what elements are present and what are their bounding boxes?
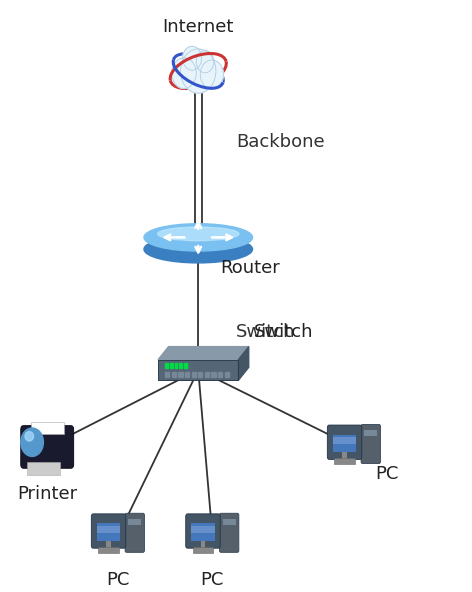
Circle shape [183,46,202,70]
Bar [192,526,214,533]
FancyBboxPatch shape [21,426,74,468]
Text: Switch: Switch [236,323,295,340]
Bar [205,372,209,377]
Bar [225,372,229,377]
FancyBboxPatch shape [158,359,238,381]
Circle shape [172,58,196,89]
Bar [192,372,196,377]
Bar [172,372,176,377]
Bar [333,435,356,452]
Bar [333,437,356,444]
Circle shape [196,50,214,73]
Bar [170,363,173,368]
Bar [165,372,169,377]
FancyBboxPatch shape [361,424,380,464]
Circle shape [181,49,216,93]
Ellipse shape [144,224,253,251]
Ellipse shape [25,432,34,441]
Text: Internet: Internet [162,18,234,36]
Bar [184,363,187,368]
Text: PC: PC [106,571,130,589]
Bar [223,519,236,525]
FancyBboxPatch shape [328,425,362,459]
Bar [192,523,214,541]
Bar [178,372,183,377]
Text: PC: PC [201,571,224,589]
Circle shape [200,60,223,89]
Bar [179,363,182,368]
Bar [218,372,222,377]
Bar [198,372,202,377]
Text: PC: PC [375,465,399,482]
Bar [97,526,120,533]
Polygon shape [238,346,249,381]
Bar [342,451,347,459]
Bar [97,523,120,541]
Text: Router: Router [220,259,280,276]
FancyBboxPatch shape [185,514,220,548]
Ellipse shape [158,227,239,241]
Bar [31,422,64,434]
Bar [201,540,205,548]
Bar [106,540,111,548]
Bar [98,547,119,553]
Bar [128,519,141,525]
Ellipse shape [21,428,43,456]
Ellipse shape [144,236,253,263]
Bar [158,360,238,381]
FancyBboxPatch shape [219,513,239,552]
Bar [334,458,355,464]
FancyBboxPatch shape [125,513,144,552]
Bar [364,430,377,436]
Text: Printer: Printer [17,485,77,503]
Text: Switch: Switch [253,323,313,340]
Bar [211,372,216,377]
Polygon shape [158,346,249,359]
Bar [175,363,177,368]
Bar [27,462,60,475]
Text: Backbone: Backbone [236,133,325,151]
FancyBboxPatch shape [92,514,126,548]
Bar [185,372,189,377]
Bar [165,363,168,368]
Bar [193,547,213,553]
